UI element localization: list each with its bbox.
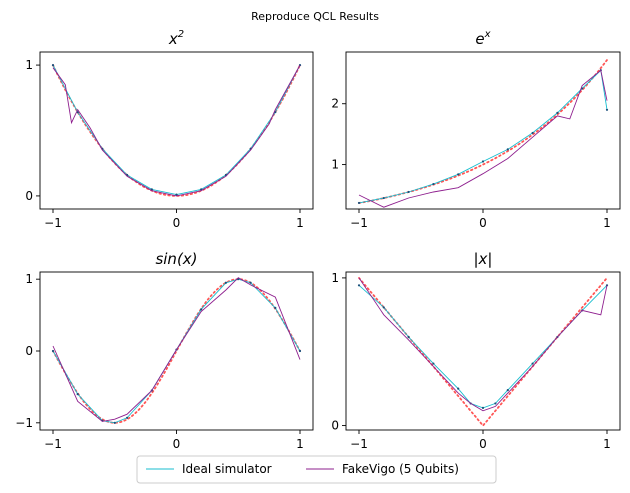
ideal-simulator-point	[298, 349, 302, 353]
ideal-simulator-point	[432, 362, 435, 365]
ideal-simulator-line	[358, 284, 608, 409]
subplot-4: |x| −1 0 1 0 1	[331, 250, 621, 451]
ideal-simulator-point	[432, 182, 435, 186]
y-tick-label: 0	[331, 419, 339, 433]
x-tick-label: 1	[296, 437, 304, 451]
y-tick-label: 1	[331, 271, 339, 285]
y-tick-label: 0	[25, 189, 33, 203]
ideal-simulator-point	[506, 148, 509, 151]
axes-frame	[345, 271, 621, 431]
subplot-title-main: x	[168, 30, 178, 48]
x-tick-label: 1	[603, 216, 611, 230]
subplot-title-superscript: 2	[178, 29, 184, 40]
figure-suptitle: Reproduce QCL Results	[251, 10, 379, 23]
ideal-simulator-point	[407, 335, 410, 339]
target-function-curve	[358, 59, 608, 204]
target-function-curve	[52, 278, 301, 424]
ideal-simulator-point	[357, 284, 361, 287]
subplot-2: ex −1 0 1 1 2	[331, 29, 621, 230]
ideal-simulator-point	[200, 308, 203, 311]
x-tick-label: 0	[173, 216, 181, 230]
x-tick-label: 1	[603, 437, 611, 451]
ideal-simulator-point	[249, 281, 252, 284]
fakevigo-line	[358, 277, 608, 412]
y-tick-label: −1	[15, 416, 33, 430]
legend: Ideal simulator FakeVigo (5 Qubits)	[136, 455, 497, 484]
ideal-simulator-point	[407, 190, 410, 194]
y-tick-label: 1	[25, 272, 33, 286]
ideal-simulator-point	[224, 281, 227, 284]
x-tick-label: 0	[479, 216, 487, 230]
fakevigo-line	[358, 69, 608, 208]
ideal-simulator-point	[506, 389, 509, 392]
x-tick-label: −1	[350, 437, 368, 451]
ideal-simulator-point	[556, 111, 559, 114]
subplot-title-main: sin(x)	[155, 250, 197, 268]
x-tick-label: −1	[350, 216, 368, 230]
ideal-simulator-point	[113, 421, 116, 424]
subplot-3: sin(x) −1 0 1 −1 0 1	[15, 250, 314, 451]
subplot-title-main: |x|	[474, 250, 493, 268]
ideal-simulator-point	[457, 387, 460, 390]
ideal-simulator-point	[481, 406, 485, 409]
legend-label: FakeVigo (5 Qubits)	[342, 462, 459, 476]
ideal-simulator-point	[357, 201, 361, 205]
subplot-title: |x|	[474, 250, 493, 268]
ideal-simulator-point	[76, 392, 79, 396]
ideal-simulator-point	[382, 306, 385, 309]
ideal-simulator-point	[175, 193, 178, 196]
ideal-simulator-point	[382, 196, 385, 200]
x-tick-label: −1	[44, 437, 62, 451]
ideal-simulator-point	[531, 362, 534, 365]
y-tick-label: 1	[331, 158, 339, 172]
subplot-title-superscript: x	[484, 29, 491, 40]
fakevigo-line	[52, 277, 301, 422]
target-function-curve	[358, 277, 608, 428]
x-tick-label: 1	[296, 216, 304, 230]
axes-frame	[39, 51, 314, 210]
ideal-simulator-line	[52, 64, 301, 196]
x-tick-label: 0	[173, 437, 181, 451]
fakevigo-line	[52, 64, 301, 197]
ideal-simulator-point	[531, 131, 534, 135]
axes-frame	[345, 51, 621, 210]
subplot-title: ex	[475, 29, 490, 48]
y-tick-label: 2	[331, 97, 339, 111]
legend-label: Ideal simulator	[182, 462, 272, 476]
subplot-title: sin(x)	[155, 250, 197, 268]
subplot-title: x2	[168, 29, 184, 48]
ideal-simulator-point	[457, 173, 460, 176]
y-tick-label: 0	[25, 344, 33, 358]
ideal-simulator-point	[605, 108, 609, 111]
ideal-simulator-point	[481, 160, 485, 163]
ideal-simulator-line	[52, 278, 301, 424]
subplot-1: x2 −1 0 1 0 1	[25, 29, 314, 230]
ideal-simulator-point	[126, 416, 129, 419]
ideal-simulator-point	[51, 349, 55, 353]
y-tick-label: 1	[25, 58, 33, 72]
ideal-simulator-line	[358, 69, 608, 204]
x-tick-label: −1	[44, 216, 62, 230]
ideal-simulator-point	[51, 63, 55, 67]
subplot-title-main: e	[475, 30, 484, 48]
x-tick-label: 0	[479, 437, 487, 451]
ideal-simulator-point	[274, 306, 277, 310]
ideal-simulator-point	[494, 402, 497, 405]
